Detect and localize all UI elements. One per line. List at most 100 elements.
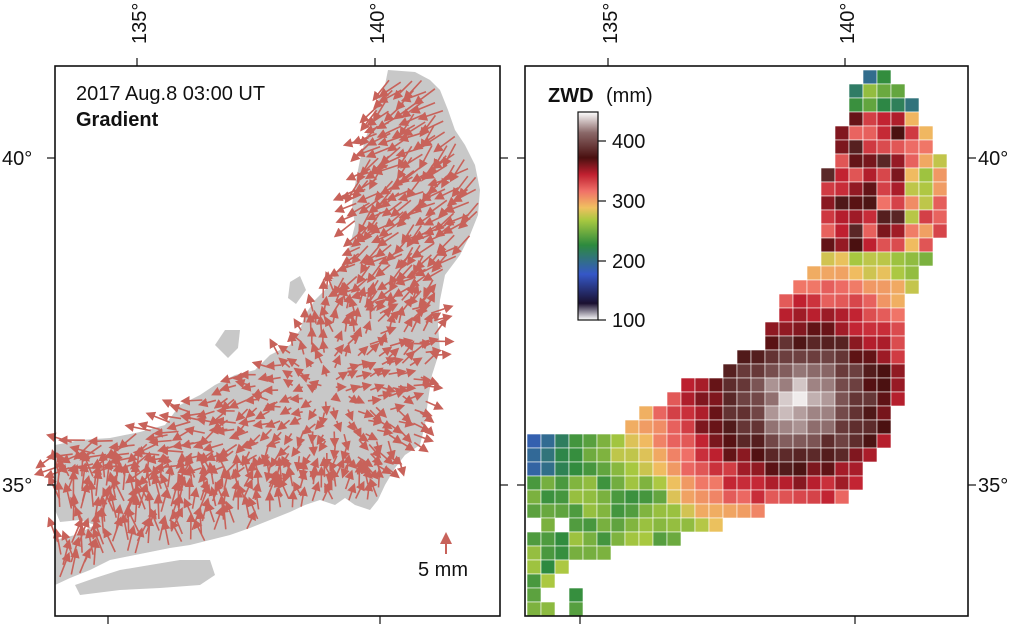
zwd-cell: [568, 587, 584, 603]
zwd-cell: [652, 489, 668, 505]
zwd-cell: [890, 139, 906, 155]
left-lon-label-140: 140°: [367, 3, 389, 44]
gradient-arrow: [241, 382, 256, 392]
gradient-arrow: [364, 361, 377, 371]
right-map-panel: 135° 140° 40° 35° ZWD (mm) 400 300 200 1…: [517, 3, 1008, 624]
zwd-cell: [834, 475, 850, 491]
gradient-arrow: [369, 367, 384, 378]
gradient-arrow: [347, 482, 357, 501]
gradient-arrow: [276, 419, 291, 431]
gradient-arrow: [310, 309, 321, 324]
zwd-cell: [526, 559, 542, 575]
right-lat-label-40: 40°: [978, 148, 1008, 170]
gradient-arrow: [417, 110, 444, 121]
gradient-arrow: [190, 487, 200, 509]
zwd-cell: [890, 97, 906, 113]
gradient-arrow: [263, 373, 281, 384]
gradient-arrow: [425, 199, 448, 217]
colorbar: [577, 111, 599, 321]
zwd-cell: [848, 265, 864, 281]
zwd-cell: [876, 181, 892, 197]
zwd-cell: [806, 419, 822, 435]
zwd-cell: [554, 475, 570, 491]
zwd-cell: [792, 419, 808, 435]
zwd-cell: [694, 517, 710, 533]
zwd-cell: [820, 447, 836, 463]
gradient-arrow: [195, 415, 214, 426]
zwd-cell: [806, 363, 822, 379]
zwd-cell: [862, 237, 878, 253]
zwd-cell: [764, 349, 780, 365]
zwd-cell: [862, 447, 878, 463]
zwd-cell: [904, 167, 920, 183]
gradient-arrow: [232, 453, 242, 477]
gradient-arrow: [409, 392, 425, 402]
zwd-cell: [764, 391, 780, 407]
gradient-arrow: [341, 314, 352, 332]
panel-subtitle: Gradient: [76, 109, 159, 131]
zwd-cell: [750, 349, 766, 365]
gradient-arrow: [316, 434, 326, 446]
gradient-arrow: [357, 286, 367, 304]
zwd-cell: [792, 279, 808, 295]
zwd-cell: [792, 391, 808, 407]
zwd-cell: [890, 125, 906, 141]
gradient-arrow: [184, 426, 205, 436]
zwd-cell: [876, 335, 892, 351]
gradient-arrow: [329, 445, 340, 460]
gradient-arrow: [413, 379, 434, 390]
zwd-cell: [736, 489, 752, 505]
zwd-cell: [848, 83, 864, 99]
gradient-arrow: [356, 265, 371, 285]
gradient-arrow: [388, 455, 403, 465]
gradient-arrow: [389, 176, 413, 190]
zwd-cell: [554, 531, 570, 547]
zwd-cell: [652, 405, 668, 421]
gradient-arrow: [358, 440, 369, 451]
zwd-cell: [904, 223, 920, 239]
zwd-cell: [876, 69, 892, 85]
zwd-cell: [848, 111, 864, 127]
zwd-cell: [680, 433, 696, 449]
gradient-arrow: [289, 393, 303, 404]
gradient-arrow: [341, 246, 361, 257]
zwd-cell: [876, 433, 892, 449]
zwd-cell: [848, 195, 864, 211]
gradient-arrow: [411, 202, 436, 213]
zwd-cell: [610, 461, 626, 477]
colorbar-tick-100: 100: [612, 310, 645, 332]
zwd-cell: [806, 265, 822, 281]
gradient-arrow: [131, 495, 142, 523]
zwd-cell: [526, 503, 542, 519]
zwd-cell: [904, 209, 920, 225]
zwd-cell: [582, 461, 598, 477]
zwd-cell: [526, 475, 542, 491]
zwd-cell: [750, 447, 766, 463]
zwd-cell: [764, 335, 780, 351]
zwd-cell: [722, 503, 738, 519]
zwd-cell: [876, 167, 892, 183]
zwd-cell: [694, 391, 710, 407]
zwd-cell: [834, 461, 850, 477]
zwd-cell: [540, 601, 556, 617]
gradient-arrow: [277, 344, 291, 355]
colorbar-tick-400: 400: [612, 131, 645, 153]
gradient-arrow: [403, 316, 413, 333]
gradient-arrow: [353, 177, 378, 193]
gradient-arrow: [350, 278, 368, 293]
zwd-cell: [750, 377, 766, 393]
zwd-cell: [680, 461, 696, 477]
gradient-arrow: [409, 274, 426, 288]
left-lat-label-35: 35°: [2, 475, 32, 497]
gradient-arrow: [90, 538, 101, 565]
gradient-arrow: [251, 392, 269, 402]
zwd-cell: [722, 475, 738, 491]
right-lon-label-135: 135°: [600, 3, 622, 44]
zwd-cell: [750, 433, 766, 449]
zwd-cell: [666, 503, 682, 519]
zwd-cell: [778, 461, 794, 477]
zwd-cell: [708, 447, 724, 463]
zwd-cell: [540, 475, 556, 491]
zwd-cell: [834, 139, 850, 155]
zwd-cell: [708, 377, 724, 393]
